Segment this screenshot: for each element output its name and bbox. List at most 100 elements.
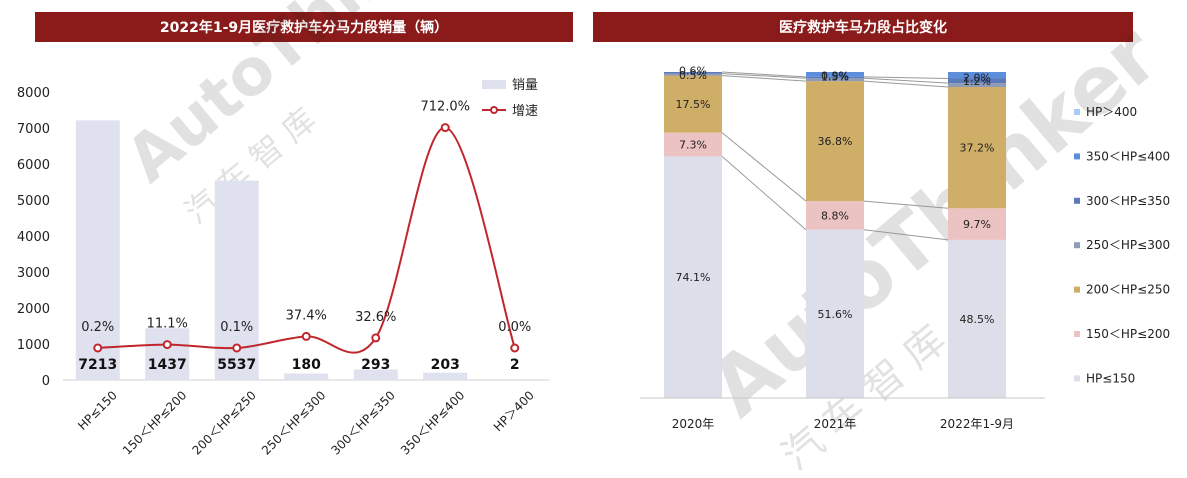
segment-1-bar-0	[664, 132, 722, 157]
bar-0	[75, 120, 120, 380]
segment-label: 7.3%	[679, 139, 707, 152]
y-tick-label: 4000	[17, 230, 50, 245]
left-chart-panel: 2022年1-9月医疗救护车分马力段销量（辆） AutoThinker 汽 车 智…	[0, 0, 590, 478]
segment-1-bar-1	[806, 201, 864, 230]
data-labels: 7213 1437 5537 180 293 203 2 0.2% 11.1% 0.1% 37.4%…	[78, 100, 531, 373]
legend-swatch-4	[1074, 197, 1080, 204]
legend-label-3: 250＜HP≤300	[1086, 238, 1170, 252]
growth-point-2	[232, 343, 242, 353]
segment-label: 0.6%	[679, 65, 707, 78]
segment-2-bar-0	[664, 75, 722, 133]
growth-value-label: 0.1%	[220, 320, 253, 335]
bar-value-label: 180	[292, 357, 321, 373]
bar-value-label: 203	[431, 357, 460, 373]
segment-1-bar-2	[948, 208, 1006, 240]
y-tick-label: 5000	[17, 194, 50, 209]
x-tick-label: HP＞400	[491, 388, 537, 434]
bar-value-label: 293	[361, 357, 390, 373]
y-tick-label: 3000	[17, 266, 50, 281]
data-labels: 74.1% 7.3% 17.5% 0.6%0.5% 51.6% 8.8% 36.8% 0.9%…	[676, 65, 995, 326]
segment-label: 51.6%	[818, 308, 853, 321]
growth-value-label: 712.0%	[420, 100, 470, 115]
segment-4-bar-0	[664, 72, 722, 74]
legend-swatch-1	[1074, 331, 1080, 337]
segment-label: 8.8%	[821, 209, 849, 222]
growth-point-5	[440, 123, 450, 133]
segment-5-bar-1	[806, 72, 864, 77]
segment-label: 36.8%	[818, 135, 853, 148]
legend-swatch-3	[1074, 242, 1080, 249]
segment-label: 48.5%	[960, 313, 995, 326]
segment-label: 9.7%	[963, 218, 991, 231]
x-tick-label: 150＜HP≤200	[120, 388, 189, 457]
legend-swatch-marker	[490, 106, 498, 114]
growth-line	[93, 123, 520, 354]
segment-0-bar-1	[806, 229, 864, 398]
right-chart-title: 医疗救护车马力段占比变化	[593, 12, 1133, 42]
bar-value-label: 5537	[217, 357, 256, 373]
legend-label-0: HP≤150	[1086, 371, 1135, 385]
x-axis: 2020年 2021年 2022年1-9月	[640, 397, 1045, 431]
segment-label: 1.2%	[963, 75, 991, 88]
y-tick-label: 1000	[17, 338, 50, 353]
segment-0-bar-2	[948, 239, 1006, 398]
growth-value-label: 37.4%	[286, 308, 327, 323]
x-tick-label: 300＜HP≤350	[328, 388, 397, 457]
y-axis: 0 1000 2000 3000 4000 5000 6000 7000 8000	[17, 86, 550, 389]
connector-line	[721, 156, 807, 231]
x-tick-label: 2022年1-9月	[940, 417, 1014, 431]
segment-3-bar-0	[664, 73, 722, 76]
bar-5	[423, 372, 468, 380]
growth-point-4	[371, 333, 381, 343]
y-tick-label: 2000	[17, 302, 50, 317]
growth-point-0	[93, 343, 103, 353]
connector-line	[863, 77, 949, 84]
growth-point-1	[162, 340, 172, 350]
legend-label-2: 200＜HP≤250	[1086, 283, 1170, 297]
growth-value-label: 32.6%	[355, 310, 396, 325]
y-tick-label: 6000	[17, 158, 50, 173]
bar-value-label: 7213	[78, 357, 117, 373]
segment-label: 1.5%	[821, 70, 849, 83]
legend-label-6: HP＞400	[1086, 105, 1137, 119]
segment-5-bar-2	[948, 72, 1006, 79]
segment-4-bar-2	[948, 78, 1006, 84]
segment-0-bar-0	[664, 156, 722, 398]
legend-swatch-bar	[482, 80, 506, 89]
x-tick-label: 2020年	[672, 417, 715, 431]
y-tick-label: 8000	[17, 86, 50, 101]
bar-1	[145, 328, 190, 380]
left-chart-title: 2022年1-9月医疗救护车分马力段销量（辆）	[35, 12, 573, 42]
growth-value-label: 0.2%	[81, 320, 114, 335]
connector-line	[863, 76, 949, 80]
bar-4	[353, 369, 398, 380]
segment-2-bar-2	[948, 86, 1006, 209]
x-tick-label: 350＜HP≤400	[398, 388, 467, 457]
segment-label: 74.1%	[676, 271, 711, 284]
segment-2-bar-1	[806, 81, 864, 202]
legend-label-bar: 销量	[512, 78, 538, 93]
segment-4-bar-1	[806, 76, 864, 79]
x-tick-label: 2021年	[814, 417, 857, 431]
y-tick-label: 7000	[17, 122, 50, 137]
legend-swatch-2	[1074, 286, 1080, 293]
chart-legend: HP＞400 350＜HP≤400 300＜HP≤350 250＜HP≤300 200＜…	[1074, 105, 1170, 385]
connector-line	[721, 71, 807, 78]
growth-value-label: 11.1%	[147, 317, 188, 332]
segment-label: 37.2%	[960, 142, 995, 155]
bar-value-label: 1437	[148, 357, 187, 373]
bar-3	[284, 373, 329, 380]
legend-swatch-0	[1074, 375, 1080, 382]
segment-3-bar-2	[948, 83, 1006, 87]
connector-line	[721, 73, 807, 79]
legend-swatch-6	[1074, 109, 1080, 115]
sales-bars	[75, 120, 537, 380]
legend-label-1: 150＜HP≤200	[1086, 327, 1170, 341]
y-tick-label: 0	[42, 374, 50, 389]
connector-line	[721, 132, 807, 202]
